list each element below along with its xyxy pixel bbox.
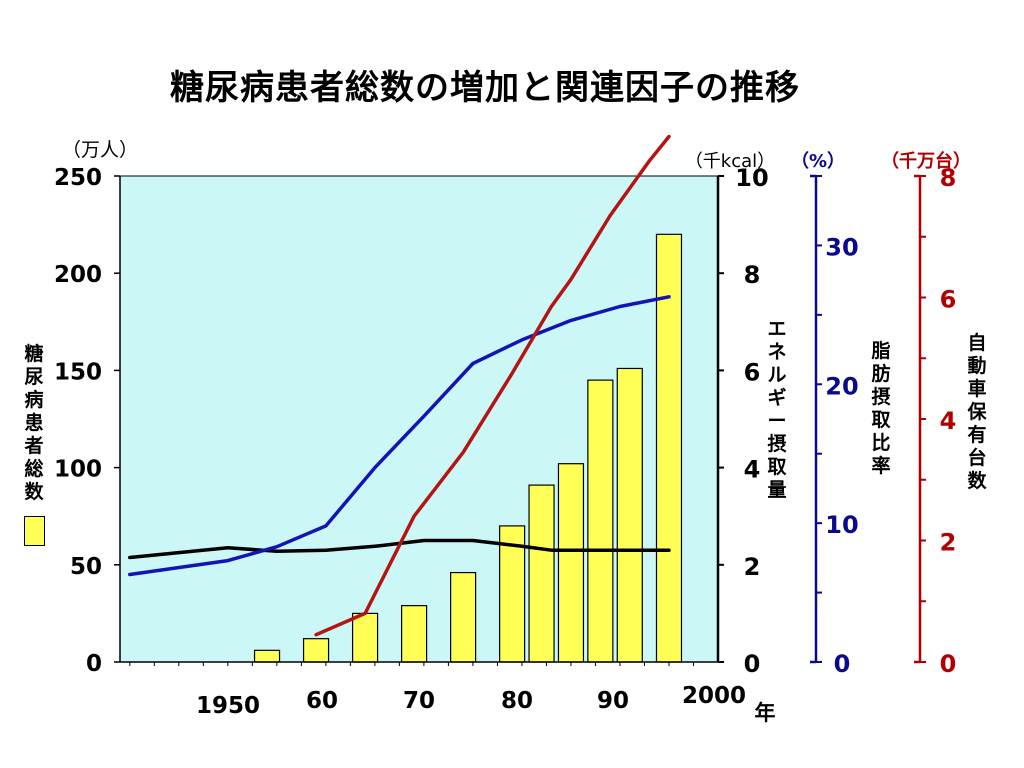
energy-tick-label: 0 [744, 650, 761, 678]
bar-1970 [400, 605, 428, 663]
x-tick-label-2000: 2000 [682, 683, 746, 709]
bar-1965 [351, 612, 379, 663]
bar-1992 [616, 367, 643, 663]
fat-axis-label: 脂肪摂取比率 [871, 340, 891, 477]
energy-tick-label: 2 [744, 553, 761, 581]
x-tick-label-80: 80 [501, 688, 533, 714]
fat-tick-label: 10 [825, 511, 858, 539]
cars-axis-unit: （千万台） [881, 150, 971, 172]
x-tick-label-60: 60 [306, 688, 338, 714]
fat-axis-unit: （%） [791, 151, 845, 172]
series-line-cars [314, 134, 671, 637]
cars-tick-label: 0 [940, 650, 957, 678]
energy-tick-label: 4 [744, 456, 761, 484]
bar-1989 [587, 379, 614, 663]
fat-tick-label: 20 [825, 372, 858, 400]
bar-1960 [302, 638, 330, 663]
legend-swatch-bars [24, 516, 45, 546]
left-tick-label: 50 [70, 554, 102, 580]
chart-title: 糖尿病患者総数の増加と関連因子の推移 [170, 68, 800, 108]
cars-tick-label: 8 [940, 164, 957, 192]
x-tick-label-90: 90 [597, 688, 629, 714]
left-tick-label: 250 [54, 165, 102, 191]
x-axis-unit: 年 [755, 701, 776, 725]
left-tick-label: 200 [54, 262, 102, 288]
left-axis-unit: （万人） [62, 139, 138, 161]
cars-tick-label: 4 [940, 407, 957, 435]
left-tick-label: 100 [54, 457, 102, 483]
left-axis-label: 糖尿病患者総数 [24, 343, 44, 503]
cars-tick-label: 2 [940, 529, 957, 557]
bar-1955 [253, 649, 281, 663]
cars-axis-label: 自動車保有台数 [967, 332, 987, 492]
bar-1996 [655, 233, 683, 663]
bar-1975 [450, 571, 477, 663]
energy-tick-label: 10 [735, 164, 768, 192]
bar-1983 [528, 484, 555, 663]
energy-axis-label: エネルギー摂取量 [767, 318, 787, 501]
energy-axis-unit: （千kcal） [685, 151, 775, 172]
cars-tick-label: 6 [940, 286, 957, 314]
energy-tick-label: 8 [744, 261, 761, 289]
bar-1986 [557, 463, 585, 663]
x-tick-label-1950: 1950 [196, 693, 260, 719]
fat-tick-label: 30 [825, 233, 858, 261]
left-tick-label: 150 [54, 359, 102, 385]
bar-1980 [499, 525, 526, 663]
fat-tick-label: 0 [834, 650, 851, 678]
energy-tick-label: 6 [744, 358, 761, 386]
x-tick-label-70: 70 [403, 688, 435, 714]
series-line-fat [128, 295, 671, 577]
left-tick-label: 0 [86, 651, 102, 677]
